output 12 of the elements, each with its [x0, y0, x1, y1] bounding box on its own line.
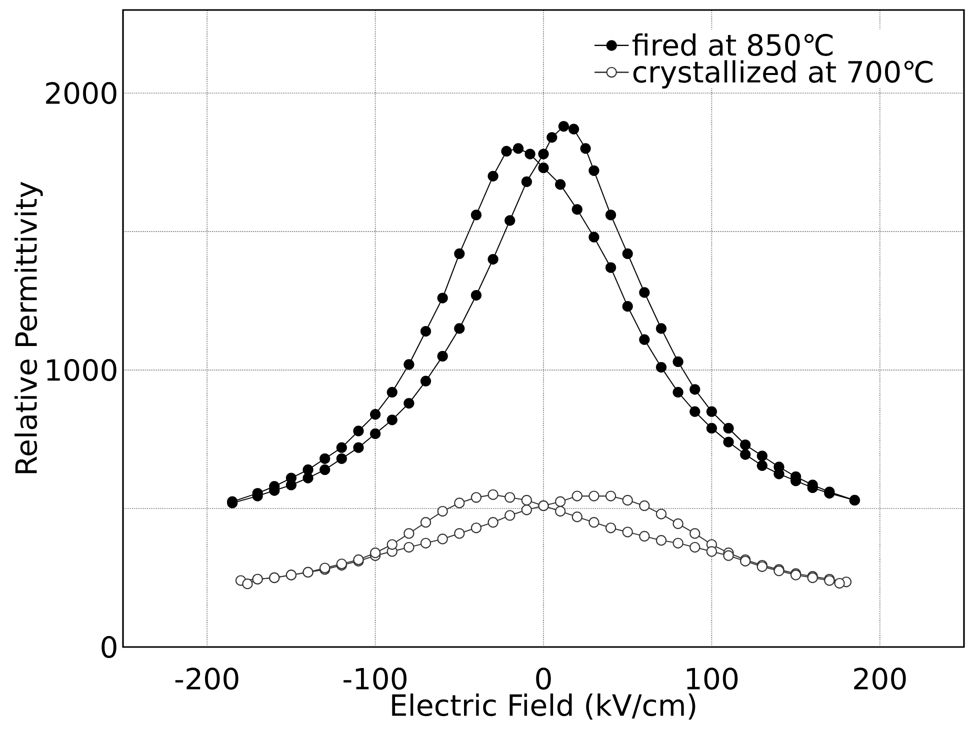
x-tick-label: -200	[175, 668, 238, 690]
y-axis-title: Relative Permittivity	[14, 182, 43, 474]
legend-label: crystallized at 700℃	[633, 60, 932, 88]
y-tick-label: 1000	[47, 358, 116, 382]
legend-label: fired at 850℃	[632, 33, 833, 56]
x-axis-title: Electric Field (kV/cm)	[392, 694, 696, 720]
x-tick-label: 200	[854, 668, 906, 690]
y-tick-label: 2000	[46, 82, 116, 104]
x-tick-label: -100	[344, 668, 407, 690]
y-tick-label: 0	[102, 636, 116, 658]
x-tick-label: 0	[536, 668, 551, 690]
x-tick-label: 100	[687, 668, 738, 690]
